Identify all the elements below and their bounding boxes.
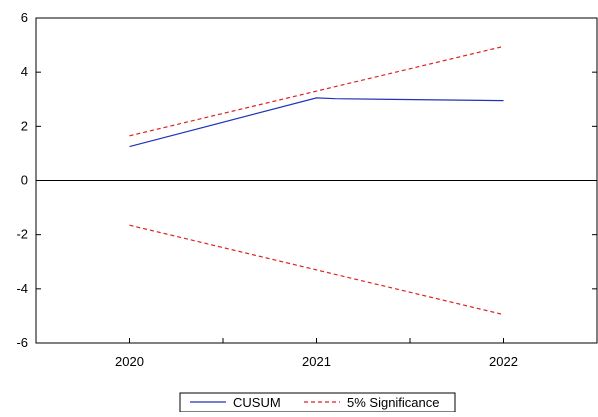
series-line-1: [129, 45, 504, 137]
y-tick-label: -2: [16, 227, 28, 242]
y-tick-label: 6: [21, 10, 28, 25]
series-line-0: [129, 97, 504, 148]
y-tick-label: -4: [16, 281, 28, 296]
x-tick-label: 2022: [489, 354, 518, 369]
y-tick-label: -6: [16, 335, 28, 350]
x-tick-label: 2021: [302, 354, 331, 369]
y-tick-label: 4: [21, 64, 28, 79]
y-tick-label: 2: [21, 118, 28, 133]
series-line-2: [129, 224, 504, 316]
axis-layer: -6 -4 -2 0 2 4 6 2020 2021 2022: [16, 10, 597, 369]
x-tick-label: 2020: [115, 354, 144, 369]
series-layer: [129, 45, 504, 316]
legend-label-significance: 5% Significance: [347, 395, 440, 410]
legend: CUSUM 5% Significance: [179, 392, 456, 413]
y-tick-label: 0: [21, 173, 28, 188]
legend-label-cusum: CUSUM: [233, 395, 281, 410]
